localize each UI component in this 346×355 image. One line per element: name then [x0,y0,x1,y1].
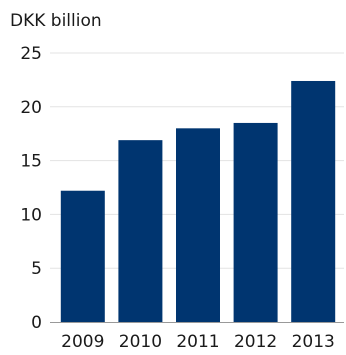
y-tick-label: 10 [20,205,42,225]
x-tick-label: 2011 [176,332,219,351]
bar-2013 [291,80,336,322]
x-tick-label: 2012 [234,332,277,351]
y-axis-unit-label: DKK billion [10,11,102,31]
y-tick-label: 25 [20,44,42,64]
y-tick-label: 5 [31,259,42,279]
bar-2011 [176,128,220,322]
x-tick-label: 2009 [61,332,104,351]
y-axis-ticks: 0 5 10 15 20 25 [20,44,42,333]
bar-2010 [118,140,163,322]
x-axis-ticks: 2009 2010 2011 2012 2013 [61,332,335,352]
y-tick-label: 0 [31,313,42,333]
bar-2009 [60,190,105,322]
bars [60,80,336,322]
x-tick-label: 2010 [119,332,162,351]
x-tick-label: 2013 [292,332,335,351]
bar-2012 [233,122,278,322]
y-tick-label: 15 [20,152,42,172]
y-tick-label: 20 [20,98,42,118]
